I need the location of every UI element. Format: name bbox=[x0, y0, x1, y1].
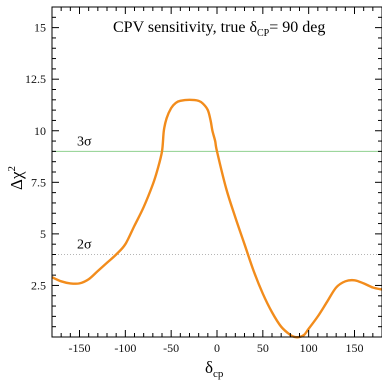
y-axis-label-symbol: Δχ bbox=[7, 171, 26, 190]
chart-title-suffix: = 90 deg bbox=[269, 19, 325, 36]
x-axis-label-subscript: cp bbox=[213, 368, 224, 380]
x-axis-label: δcp bbox=[205, 358, 224, 380]
x-tick-label: 50 bbox=[257, 341, 269, 355]
reference-line-label-2: 2σ bbox=[77, 238, 92, 253]
y-tick-label: 2.5 bbox=[31, 278, 46, 292]
y-tick-label: 10 bbox=[34, 124, 46, 138]
x-tick-label: 100 bbox=[300, 341, 318, 355]
chart-title: CPV sensitivity, true δCP= 90 deg bbox=[113, 19, 325, 39]
y-axis-label-group: Δχ2 bbox=[6, 166, 26, 190]
x-axis-label-symbol: δ bbox=[205, 358, 213, 377]
x-tick-label: -100 bbox=[114, 341, 136, 355]
plot-frame bbox=[51, 6, 382, 338]
chart-title-main: CPV sensitivity, true δ bbox=[113, 19, 257, 36]
y-tick-label: 12.5 bbox=[25, 72, 46, 86]
x-tick-label: 0 bbox=[214, 341, 220, 355]
reference-line-label-1: 3σ bbox=[77, 134, 92, 149]
y-tick-label: 15 bbox=[34, 21, 46, 35]
x-tick-label: -150 bbox=[69, 341, 91, 355]
series-line-1 bbox=[51, 98, 382, 339]
y-tick-label: 7.5 bbox=[31, 175, 46, 189]
x-tick-label: 150 bbox=[346, 341, 364, 355]
y-axis-label-superscript: 2 bbox=[6, 166, 18, 172]
y-tick-label: 5 bbox=[40, 227, 46, 241]
y-axis-label: Δχ2 bbox=[6, 166, 26, 190]
x-tick-label: -50 bbox=[163, 341, 179, 355]
data-series bbox=[51, 98, 382, 339]
chart-title-subscript: CP bbox=[257, 28, 270, 39]
axis-ticks: -150 -100 -50 0 50 100 150 2.5 5 7.5 10 12.5 15 bbox=[25, 7, 382, 355]
